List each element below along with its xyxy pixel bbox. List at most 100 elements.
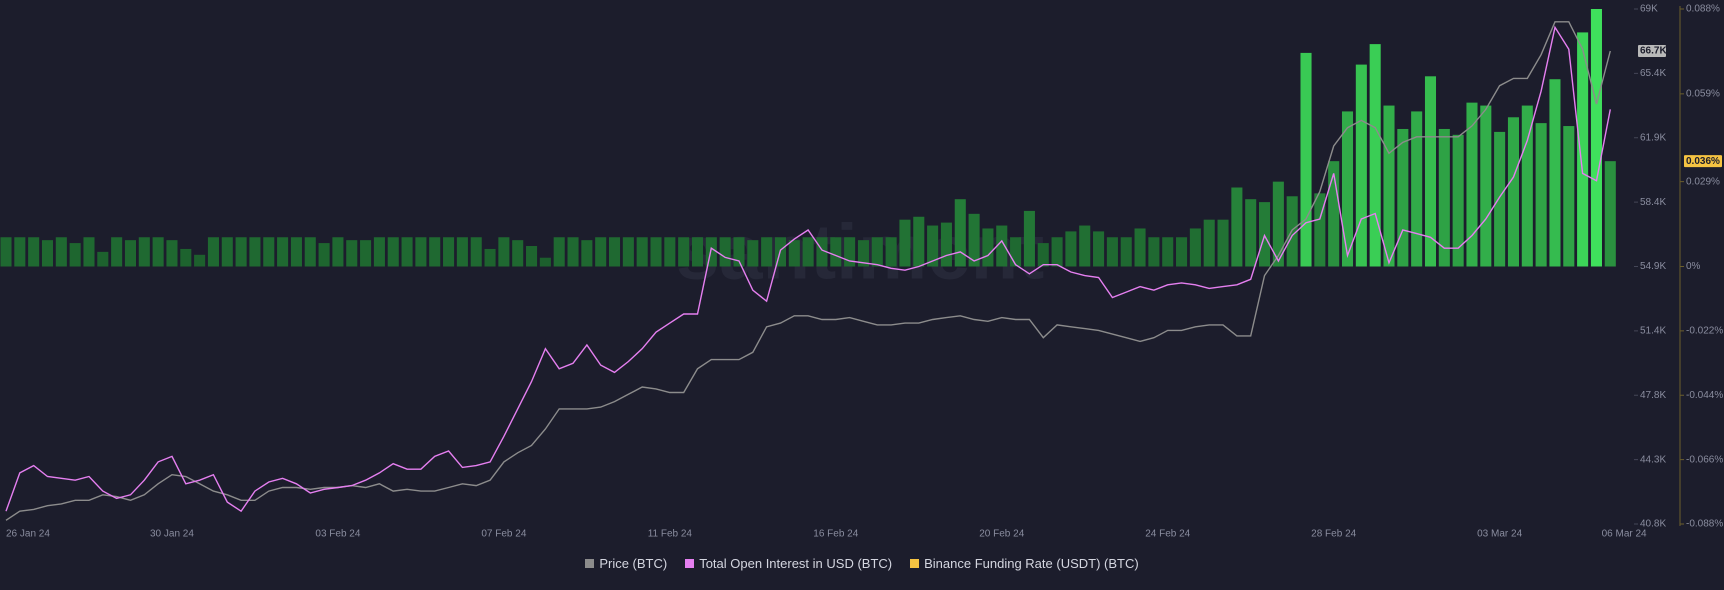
bar	[28, 237, 40, 267]
bar	[1245, 199, 1257, 267]
line	[5, 21, 1611, 521]
bar	[1079, 225, 1091, 267]
bar	[69, 243, 81, 267]
bar	[1272, 181, 1284, 267]
bar	[41, 240, 54, 267]
bar	[1203, 219, 1215, 267]
bar	[249, 237, 261, 267]
bar	[650, 237, 662, 267]
bar	[1494, 131, 1506, 267]
bar	[1217, 219, 1229, 267]
bar	[954, 199, 966, 267]
bar	[1300, 52, 1312, 267]
bar	[761, 237, 773, 267]
x-tick-label: 24 Feb 24	[1145, 529, 1190, 540]
bar	[1604, 161, 1616, 267]
y-tick-label: 51.4K	[1640, 326, 1666, 337]
bar	[429, 237, 441, 267]
bar	[277, 237, 289, 267]
bar	[691, 237, 704, 267]
x-tick-label: 03 Mar 24	[1477, 529, 1522, 540]
bar	[180, 248, 192, 267]
badge-label: 66.7K	[1640, 46, 1667, 57]
x-tick-label: 28 Feb 24	[1311, 529, 1356, 540]
bar	[1328, 161, 1340, 267]
bar	[899, 219, 911, 267]
bar	[830, 237, 842, 267]
bar	[1411, 111, 1423, 267]
bar	[387, 237, 399, 267]
bar	[1341, 111, 1354, 267]
bar	[608, 237, 621, 267]
bar	[83, 237, 95, 267]
bar	[567, 237, 579, 267]
bar	[788, 240, 800, 267]
bar	[235, 237, 247, 267]
y-tick-label: 69K	[1640, 4, 1658, 15]
bar	[913, 216, 925, 267]
bar	[705, 237, 717, 267]
bar	[1314, 193, 1326, 267]
x-tick-label: 16 Feb 24	[813, 529, 858, 540]
bar	[719, 237, 731, 267]
bar	[1563, 126, 1575, 267]
bar	[996, 225, 1008, 267]
bar	[1051, 237, 1063, 267]
bar	[1106, 237, 1118, 267]
bar	[636, 237, 648, 267]
bar	[0, 237, 12, 267]
bar	[1549, 79, 1561, 267]
bar	[885, 237, 897, 267]
x-tick-label: 03 Feb 24	[315, 529, 360, 540]
bar	[1065, 231, 1077, 267]
y2-tick-label: 0%	[1686, 261, 1701, 272]
bar	[512, 240, 524, 267]
bar	[678, 237, 690, 267]
legend: Price (BTC) Total Open Interest in USD (B…	[0, 556, 1724, 571]
bar	[1010, 237, 1022, 267]
legend-item[interactable]: Binance Funding Rate (USDT) (BTC)	[910, 556, 1139, 571]
bar	[373, 237, 385, 267]
bar	[55, 237, 67, 267]
bar	[1189, 228, 1201, 267]
bar	[733, 237, 745, 267]
bar	[968, 213, 980, 267]
bar	[484, 248, 496, 267]
x-tick-label: 11 Feb 24	[648, 529, 693, 540]
line	[5, 25, 1611, 513]
bar	[802, 237, 814, 267]
legend-item[interactable]: Price (BTC)	[585, 556, 667, 571]
bar	[290, 237, 302, 267]
bar	[470, 237, 482, 267]
legend-swatch	[685, 559, 695, 568]
bar	[595, 237, 607, 267]
bar	[304, 237, 316, 267]
x-tick-label: 07 Feb 24	[481, 529, 526, 540]
y-tick-label: 65.4K	[1640, 68, 1666, 79]
legend-item[interactable]: Total Open Interest in USD (BTC)	[685, 556, 892, 571]
bar	[1590, 9, 1602, 267]
x-tick-label: 06 Mar 24	[1602, 529, 1647, 540]
y-tick-label: 44.3K	[1640, 454, 1666, 465]
bar	[346, 240, 358, 267]
badge-box	[1638, 45, 1666, 58]
bar	[539, 257, 551, 267]
y2-tick-label: 0.088%	[1686, 4, 1720, 15]
bar	[97, 251, 109, 267]
y-tick-label: 47.8K	[1640, 390, 1666, 401]
bar	[1577, 32, 1589, 267]
legend-label: Price (BTC)	[599, 556, 668, 571]
bar	[152, 237, 164, 267]
bar	[1507, 117, 1520, 267]
chart: santiment 40.8K44.3K47.8K51.4K54.9K58.4K…	[0, 3, 1724, 540]
y2-tick-label: -0.088%	[1686, 519, 1723, 530]
bar	[1231, 187, 1243, 267]
y-tick-label: 61.9K	[1640, 132, 1666, 143]
bar	[166, 240, 178, 267]
bar	[1535, 123, 1547, 267]
bar	[622, 237, 634, 267]
bar	[1355, 64, 1367, 267]
bar	[747, 240, 759, 267]
y-tick-label: 40.8K	[1640, 519, 1666, 530]
bar	[318, 243, 330, 267]
